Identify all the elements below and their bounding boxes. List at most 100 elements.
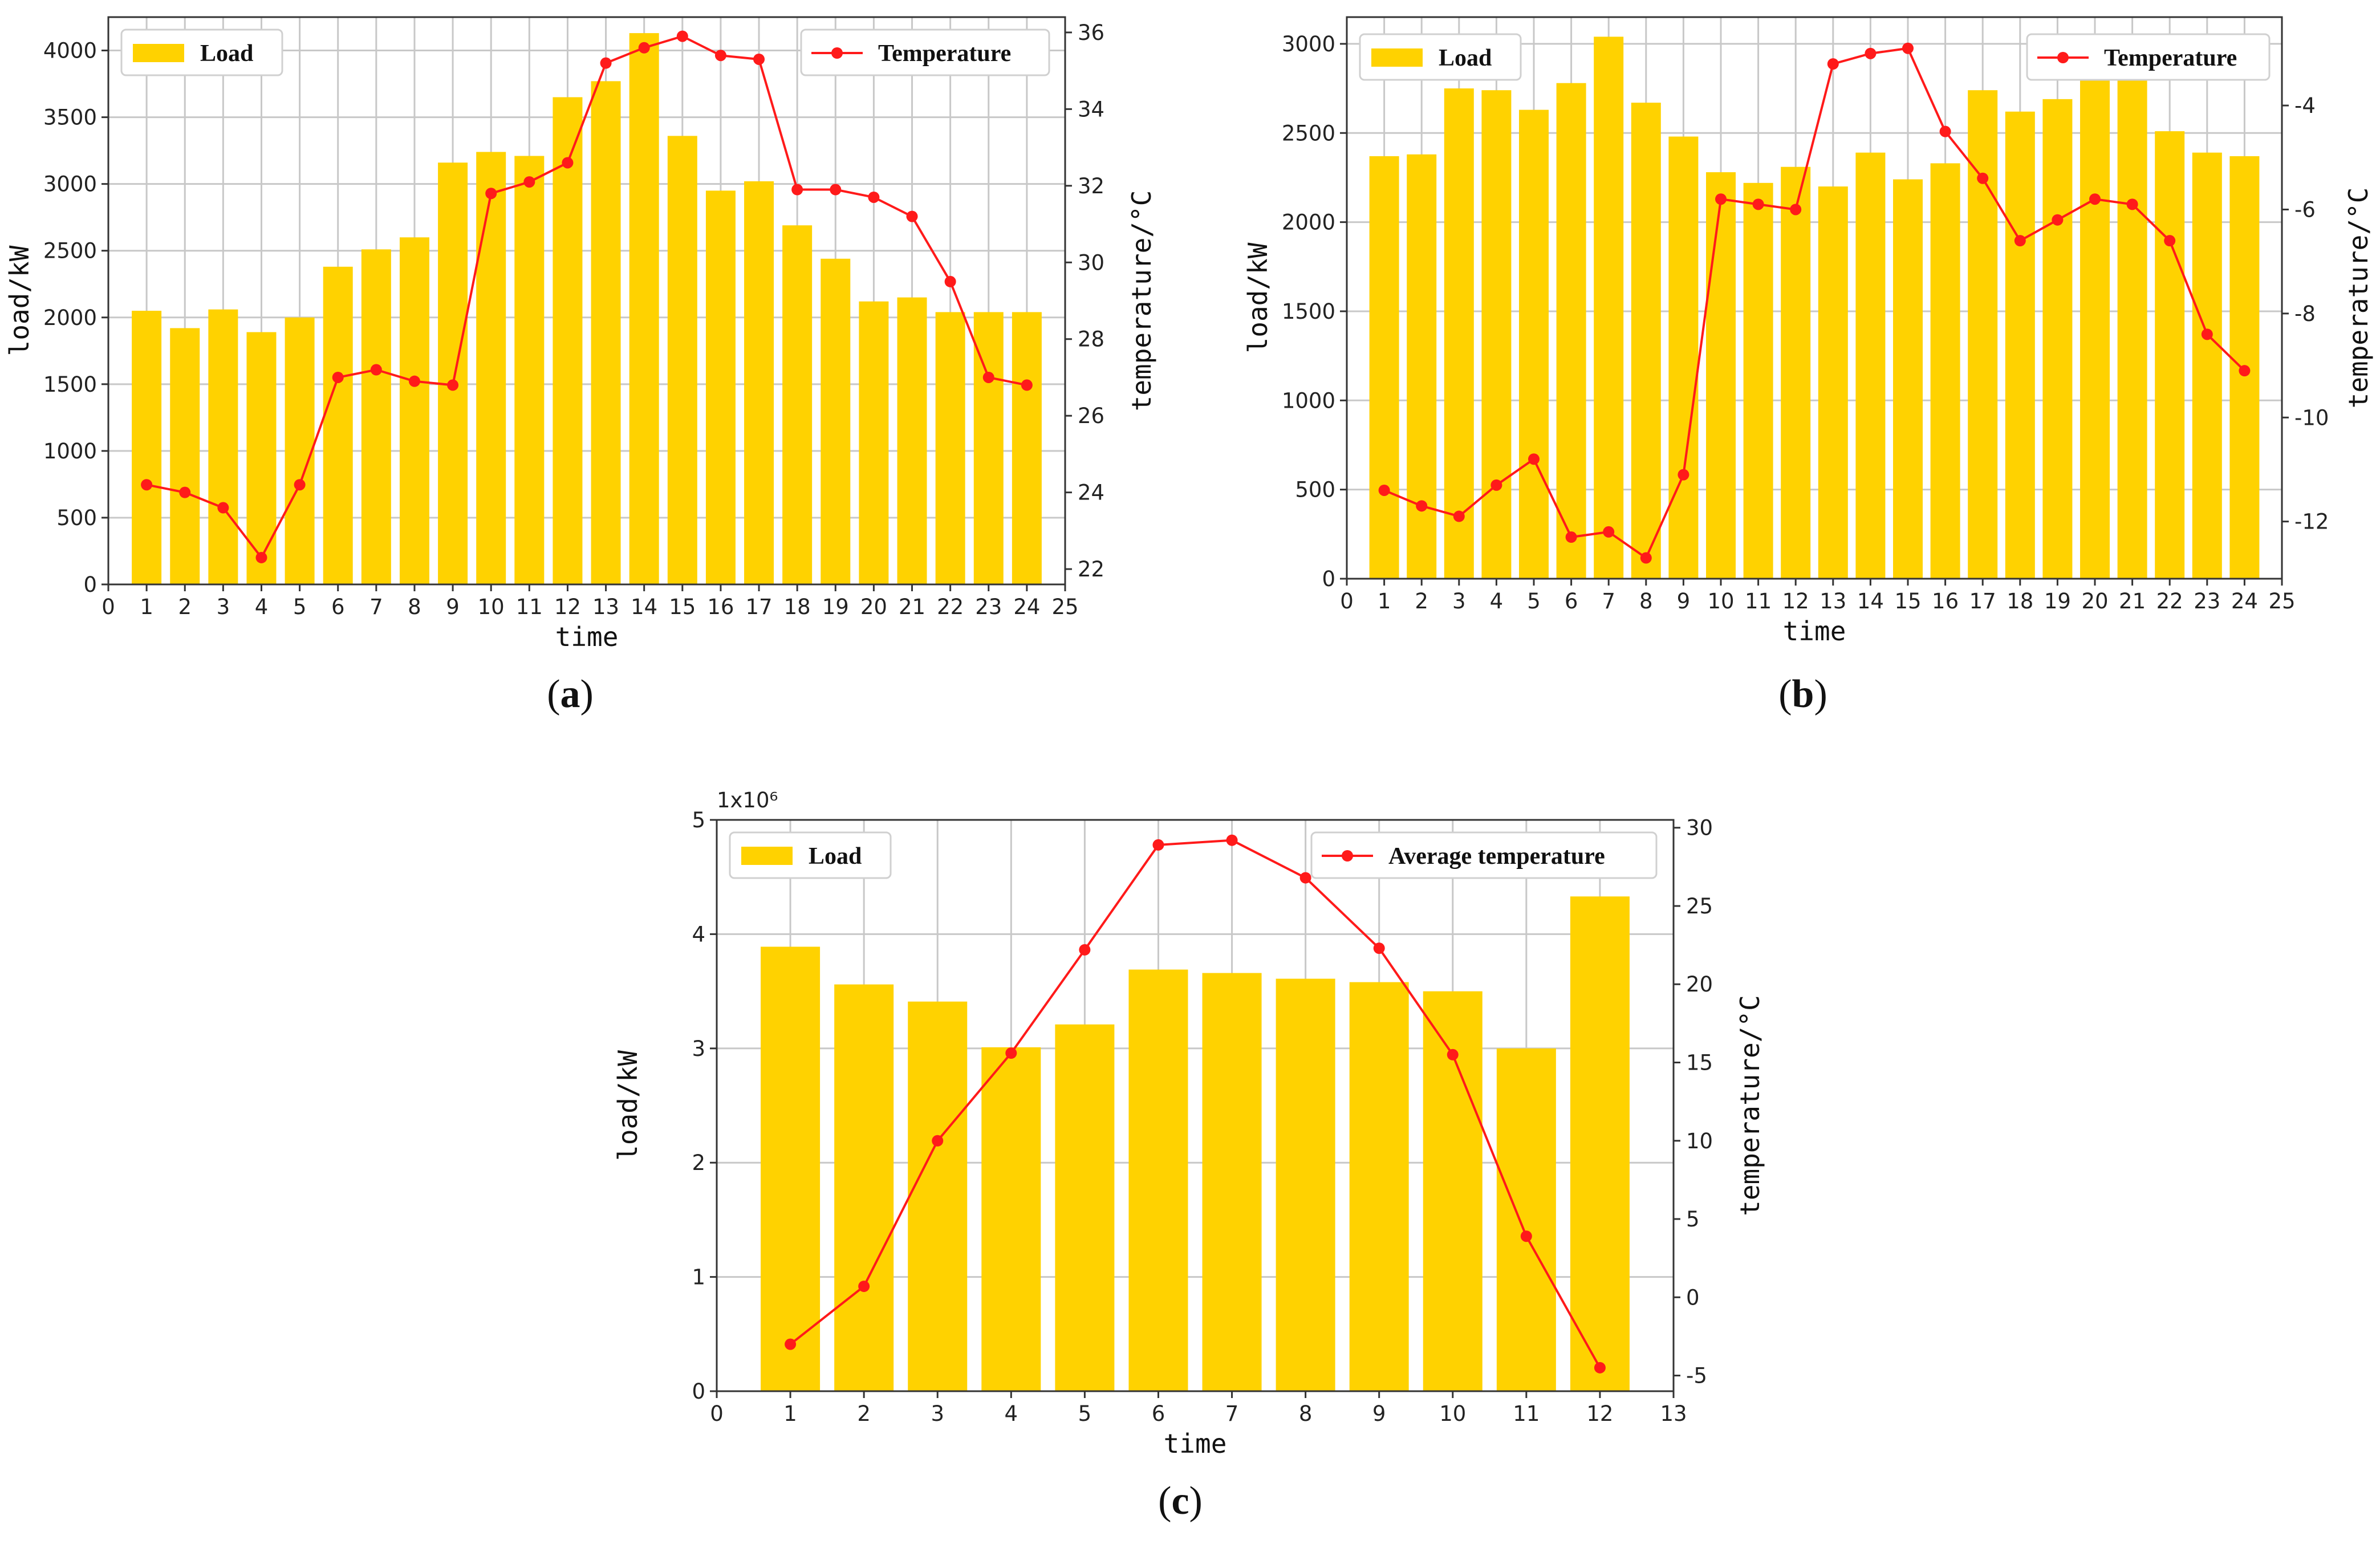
data-point: [255, 551, 267, 563]
data-point: [408, 375, 420, 387]
data-point: [1453, 510, 1465, 522]
data-point: [906, 210, 918, 222]
x-tick-label: 10: [1707, 589, 1734, 613]
x-tick-label: 6: [1565, 589, 1578, 613]
bar: [981, 1047, 1041, 1391]
bar: [1706, 172, 1736, 579]
data-point: [179, 486, 191, 498]
bar: [1818, 186, 1848, 579]
data-point: [1977, 172, 1989, 184]
y-axis-right: 22 24 26 28 30 32 34 36 temperature/°C: [1065, 21, 1157, 582]
bar: [553, 97, 583, 584]
data-point: [1865, 47, 1877, 59]
y-tick-label: 4000: [43, 39, 97, 63]
bar: [1631, 103, 1661, 579]
x-tick-label: 8: [1639, 589, 1653, 613]
y-tick-label: 1500: [43, 372, 97, 397]
data-point: [1490, 479, 1502, 491]
plot-frame: [716, 819, 1675, 1392]
x-tick-label: 24: [2231, 589, 2258, 613]
bar: [476, 152, 506, 584]
x-tick-label: 12: [1586, 1401, 1613, 1426]
y-tick-label: 500: [56, 506, 97, 530]
y2-tick-label: -6: [2294, 197, 2316, 222]
legend-load: Load: [120, 29, 283, 76]
x-tick-label: 13: [1660, 1401, 1687, 1426]
caption-letter: a: [561, 672, 580, 716]
y-tick-label: 1: [692, 1265, 705, 1290]
caption-paren-open: (: [1158, 1479, 1171, 1523]
x-tick-label: 25: [1051, 595, 1078, 619]
bar: [1055, 1024, 1115, 1391]
data-point: [1715, 193, 1727, 205]
data-point: [1416, 500, 1428, 512]
data-point: [447, 379, 459, 391]
x-tick-label: 2: [1415, 589, 1428, 613]
x-axis: 0 1 2 3 4 5 6 7 8 9 10 11 12 13 14 15 16 17 18 19 20 21 22 23 24…: [101, 584, 1079, 652]
x-tick-label: 5: [293, 595, 307, 619]
line-series-temperature: [1378, 42, 2251, 564]
data-point: [2239, 365, 2251, 377]
x-tick-label: 19: [822, 595, 849, 619]
y2-tick-label: 24: [1078, 481, 1104, 505]
data-point: [944, 275, 956, 287]
y-tick-label: 0: [692, 1379, 705, 1404]
x-tick-label: 7: [1602, 589, 1615, 613]
x-tick-label: 3: [1452, 589, 1466, 613]
y2-axis-label: temperature/°C: [1735, 995, 1765, 1216]
data-point: [1152, 839, 1164, 851]
data-point: [1678, 469, 1689, 481]
bar: [744, 181, 774, 584]
data-point: [370, 364, 382, 376]
y2-tick-label: 28: [1078, 327, 1104, 352]
data-point: [1373, 942, 1385, 954]
data-point: [785, 1338, 797, 1350]
x-tick-label: 8: [1299, 1401, 1313, 1426]
bar: [285, 317, 315, 584]
bar: [246, 332, 277, 584]
y-tick-label: 3000: [1282, 32, 1335, 56]
bar: [1781, 166, 1811, 579]
x-tick-label: 25: [2268, 589, 2295, 613]
y-tick-label: 2500: [43, 239, 97, 263]
subfigure-caption: (c): [1158, 1479, 1203, 1523]
data-point: [753, 53, 765, 65]
data-point: [1565, 531, 1577, 543]
x-tick-label: 9: [1372, 1401, 1386, 1426]
data-point: [217, 502, 229, 514]
x-tick-label: 4: [1005, 1401, 1018, 1426]
legend-load: Load: [1359, 33, 1522, 81]
x-tick-label: 5: [1078, 1401, 1092, 1426]
x-tick-label: 15: [669, 595, 696, 619]
legend-box: [1310, 831, 1658, 879]
legend-temperature: Average temperature: [1310, 831, 1658, 879]
data-point: [2164, 235, 2176, 247]
x-tick-label: 15: [1894, 589, 1921, 613]
x-tick-label: 5: [1527, 589, 1541, 613]
y-tick-label: 0: [83, 572, 97, 597]
data-point: [858, 1281, 870, 1293]
bar: [935, 312, 965, 584]
data-point: [1299, 872, 1311, 884]
bar: [1519, 109, 1549, 579]
x-axis-label: time: [555, 621, 619, 652]
x-tick-label: 0: [710, 1401, 724, 1426]
chart-a: 0 1 2 3 4 5 6 7 8 9 10 11 12 13 14 15 16 17 18 19 20 21 22 23 24…: [4, 16, 1157, 716]
x-tick-label: 20: [2081, 589, 2108, 613]
y-scale-multiplier: 1x10⁶: [717, 788, 778, 812]
x-tick-label: 23: [975, 595, 1002, 619]
data-point: [676, 30, 688, 42]
x-tick-label: 4: [1490, 589, 1504, 613]
y-tick-label: 1000: [1282, 388, 1335, 413]
x-tick-label: 1: [783, 1401, 797, 1426]
legend-swatch: [133, 44, 184, 62]
bar: [1496, 1048, 1556, 1391]
data-point: [1594, 1362, 1606, 1374]
data-point: [868, 191, 880, 203]
y-tick-label: 3500: [43, 105, 97, 130]
y2-tick-label: 22: [1078, 557, 1104, 582]
y2-tick-label: 15: [1686, 1051, 1713, 1075]
x-tick-label: 14: [1857, 589, 1884, 613]
y2-tick-label: -10: [2294, 405, 2329, 430]
y-tick-label: 2000: [1282, 210, 1335, 235]
